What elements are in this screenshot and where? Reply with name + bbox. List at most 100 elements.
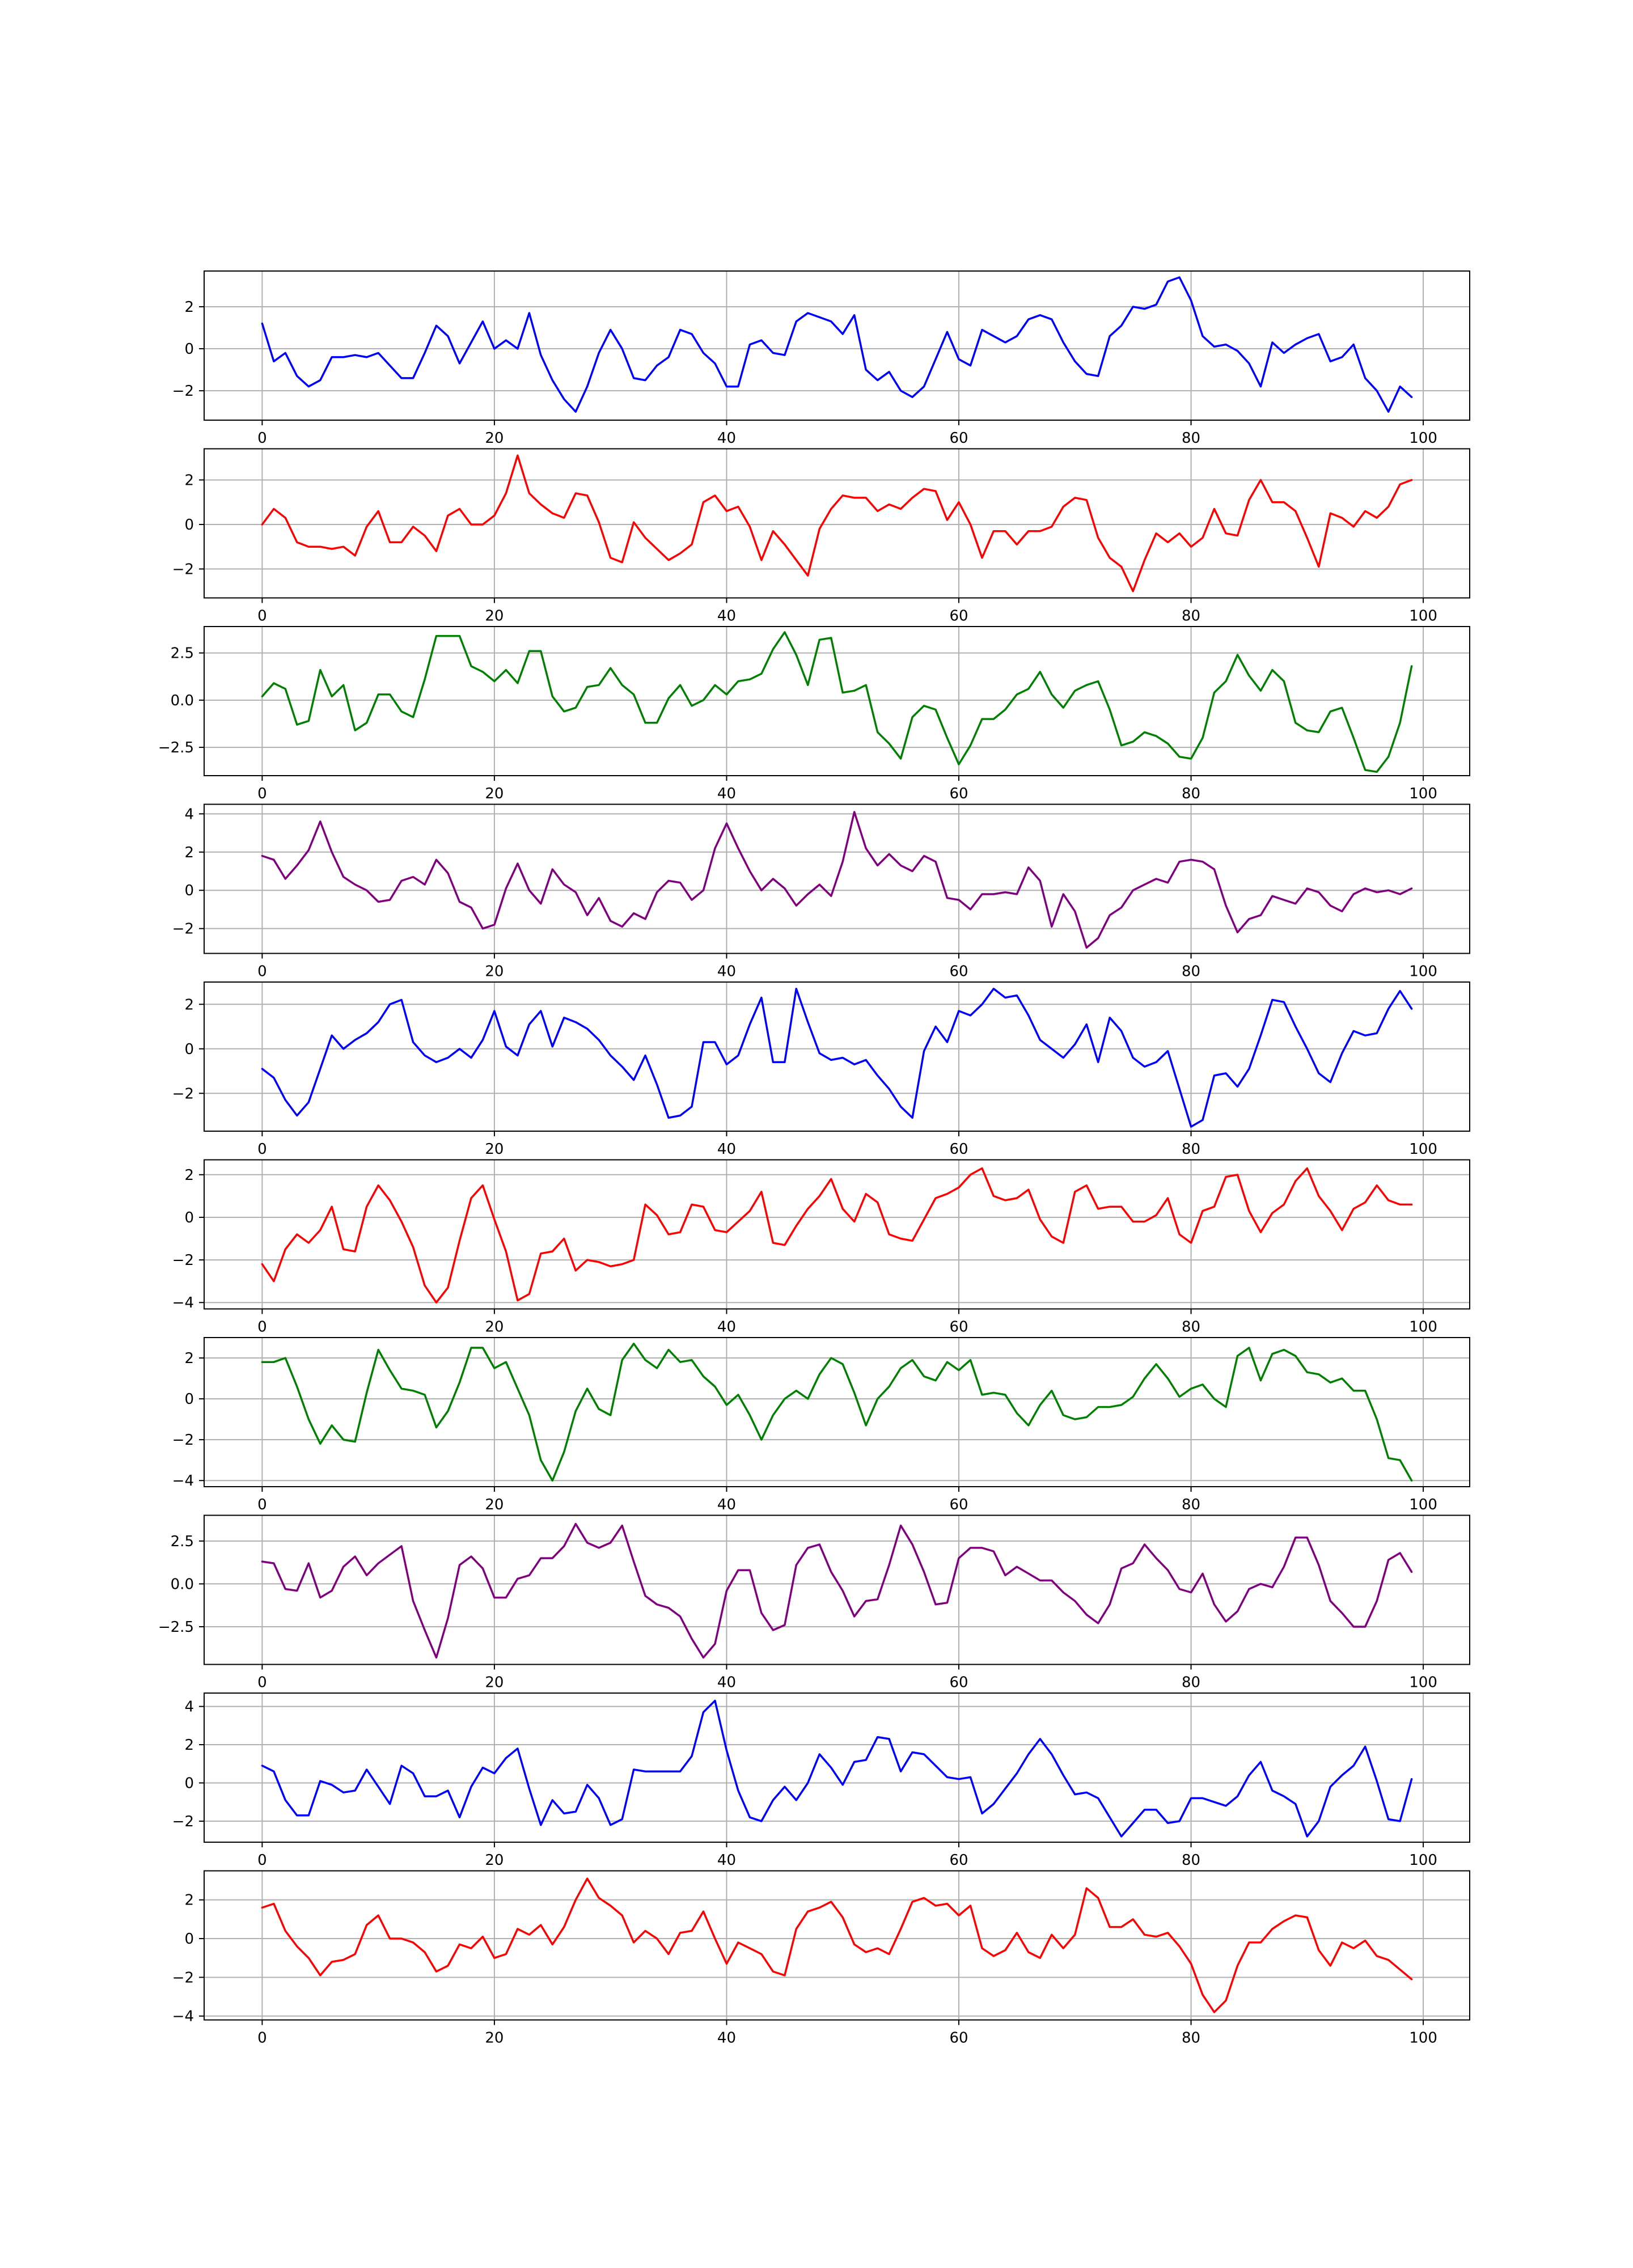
y-tick-label: −2 (172, 1432, 194, 1449)
x-tick-label: 20 (485, 785, 504, 802)
subplot-6: 0 20 40 60 80 100 −4 −2 0 2 (172, 1159, 1470, 1336)
y-tick-label: −2 (172, 1085, 194, 1102)
y-tick-label: 4 (184, 806, 194, 823)
series-line (261, 454, 1413, 593)
x-tick-label: 40 (717, 1496, 736, 1513)
y-tick-label: 0.0 (171, 692, 194, 709)
x-tick-label: 80 (1182, 1852, 1200, 1869)
y-tick-label: −2 (172, 383, 194, 400)
x-tick-label: 80 (1182, 608, 1200, 625)
series-line (261, 811, 1413, 949)
x-tick-label: 20 (485, 1852, 504, 1869)
x-tick-label: 0 (257, 1852, 267, 1869)
x-tick-label: 20 (485, 1496, 504, 1513)
x-tick-label: 60 (949, 1141, 968, 1158)
x-tick-label: 80 (1182, 963, 1200, 980)
x-tick-label: 20 (485, 1319, 504, 1336)
axes-frame (204, 270, 1470, 421)
x-tick-label: 60 (949, 1496, 968, 1513)
x-tick-label: 0 (257, 2030, 267, 2047)
y-tick-label: 2 (184, 472, 194, 489)
y-tick-label: 2 (184, 1737, 194, 1754)
y-tick-label: −2 (172, 1813, 194, 1830)
y-tick-label: 0 (184, 1391, 194, 1408)
subplot-2: 0 20 40 60 80 100 −2 0 2 (172, 448, 1470, 625)
y-tick-label: 0 (184, 1209, 194, 1226)
y-tick-label: −2.5 (158, 1619, 194, 1636)
x-tick-label: 0 (257, 1319, 267, 1336)
subplot-10: 0 20 40 60 80 100 −4 −2 0 2 (172, 1870, 1470, 2047)
y-tick-label: 0 (184, 1775, 194, 1792)
x-tick-label: 60 (949, 1319, 968, 1336)
x-tick-label: 100 (1409, 1674, 1437, 1691)
y-tick-label: −2 (172, 921, 194, 938)
y-tick-label: 2.5 (171, 645, 194, 662)
y-tick-label: −2 (172, 561, 194, 578)
x-tick-label: 40 (717, 1674, 736, 1691)
y-tick-label: −4 (172, 1472, 194, 1490)
axes-frame (204, 1870, 1470, 2021)
subplot-7: 0 20 40 60 80 100 −4 −2 0 2 (172, 1337, 1470, 1513)
x-tick-label: 80 (1182, 1674, 1200, 1691)
x-tick-label: 20 (485, 963, 504, 980)
x-tick-label: 20 (485, 608, 504, 625)
axes-frame (204, 1159, 1470, 1310)
x-tick-label: 80 (1182, 1319, 1200, 1336)
y-tick-label: 0 (184, 882, 194, 899)
x-tick-label: 0 (257, 785, 267, 802)
x-tick-label: 60 (949, 1852, 968, 1869)
x-tick-label: 100 (1409, 430, 1437, 447)
x-tick-label: 0 (257, 1496, 267, 1513)
x-tick-label: 100 (1409, 1141, 1437, 1158)
series-line (261, 1699, 1413, 1838)
x-tick-label: 80 (1182, 1141, 1200, 1158)
x-tick-label: 80 (1182, 1496, 1200, 1513)
x-tick-label: 60 (949, 785, 968, 802)
x-tick-label: 80 (1182, 430, 1200, 447)
y-tick-label: 2 (184, 299, 194, 316)
y-tick-label: 2.5 (171, 1533, 194, 1550)
y-tick-label: −4 (172, 2008, 194, 2025)
series-line (261, 1343, 1413, 1482)
axes-frame (204, 981, 1470, 1132)
series-line (261, 1877, 1413, 2013)
x-tick-label: 100 (1409, 1319, 1437, 1336)
y-tick-label: 0 (184, 517, 194, 534)
series-line (261, 1522, 1413, 1659)
subplot-3: 0 20 40 60 80 100 −2.5 0.0 2.5 (158, 626, 1470, 802)
axes-frame (204, 1692, 1470, 1843)
y-tick-label: 0 (184, 1041, 194, 1058)
x-tick-label: 60 (949, 430, 968, 447)
x-tick-label: 100 (1409, 2030, 1437, 2047)
x-tick-label: 100 (1409, 963, 1437, 980)
x-tick-label: 60 (949, 963, 968, 980)
x-tick-label: 0 (257, 430, 267, 447)
axes-frame (204, 1514, 1470, 1665)
subplot-9: 0 20 40 60 80 100 −2 0 2 4 (172, 1692, 1470, 1869)
x-tick-label: 0 (257, 608, 267, 625)
y-tick-label: 0.0 (171, 1576, 194, 1593)
series-line (261, 631, 1413, 773)
x-tick-label: 40 (717, 963, 736, 980)
y-tick-label: 2 (184, 844, 194, 861)
x-tick-label: 40 (717, 1141, 736, 1158)
x-tick-label: 40 (717, 1319, 736, 1336)
x-tick-label: 0 (257, 1141, 267, 1158)
y-tick-label: −2 (172, 1969, 194, 1986)
x-tick-label: 0 (257, 963, 267, 980)
x-tick-label: 40 (717, 430, 736, 447)
x-tick-label: 100 (1409, 1496, 1437, 1513)
y-tick-label: 0 (184, 341, 194, 358)
x-tick-label: 40 (717, 608, 736, 625)
y-tick-label: 2 (184, 996, 194, 1013)
x-tick-label: 80 (1182, 785, 1200, 802)
y-tick-label: 2 (184, 1167, 194, 1184)
x-tick-label: 80 (1182, 2030, 1200, 2047)
subplot-1: 0 20 40 60 80 100 −2 0 2 (172, 270, 1470, 447)
series-line (261, 276, 1413, 413)
series-line (261, 1167, 1413, 1304)
y-tick-label: −2 (172, 1252, 194, 1269)
